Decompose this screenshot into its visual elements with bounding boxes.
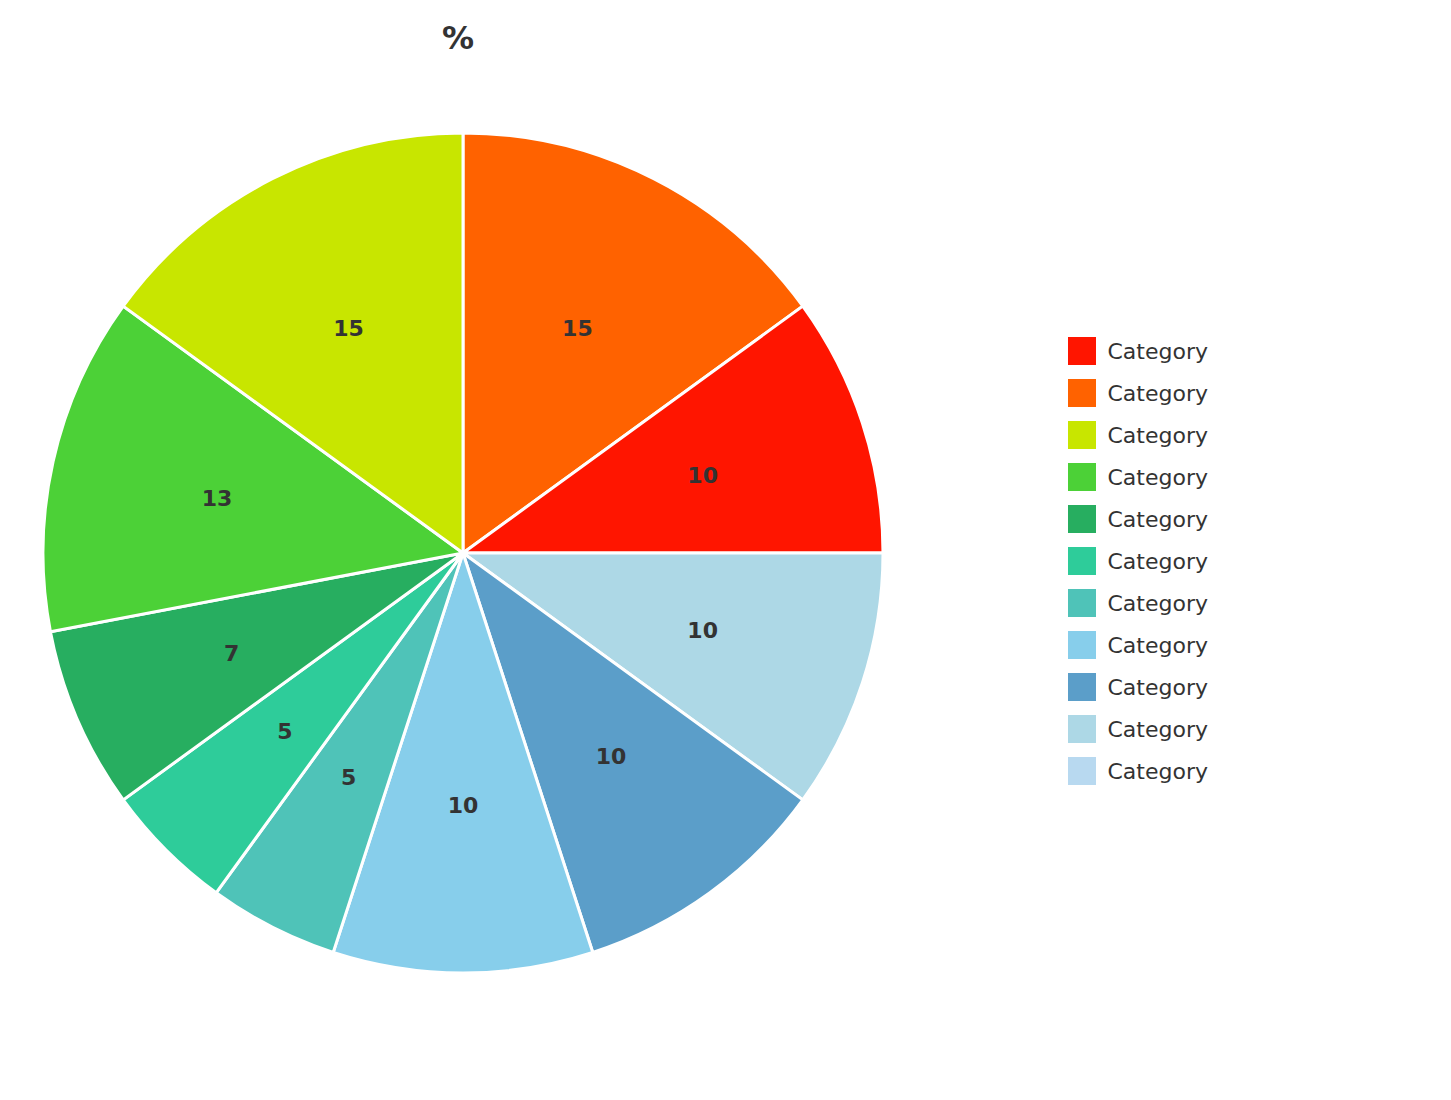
svg-text:10: 10 [687,463,718,488]
svg-text:15: 15 [333,316,364,341]
svg-text:10: 10 [596,744,627,769]
html-text:Category: Category [1107,380,1208,406]
html-text:Category: Category [1107,674,1208,700]
html-text:Category: Category [1107,338,1208,364]
html-text:Category: Category [1107,506,1208,532]
svg-text:10: 10 [687,618,718,643]
svg-text:5: 5 [341,765,356,790]
svg-text:13: 13 [202,486,233,511]
html-text:Category: Category [1107,632,1208,658]
html-text:Category: Category [1107,464,1208,490]
html-text:Category: Category [1107,716,1208,742]
html-text:Category: Category [1107,758,1208,784]
svg-text:7: 7 [224,641,239,666]
html-text:Category: Category [1107,590,1208,616]
html-text:Category: Category [1107,422,1208,448]
svg-text:10: 10 [448,793,479,818]
svg-text:15: 15 [562,316,593,341]
html-text:Category: Category [1107,548,1208,574]
svg-text:5: 5 [277,719,292,744]
